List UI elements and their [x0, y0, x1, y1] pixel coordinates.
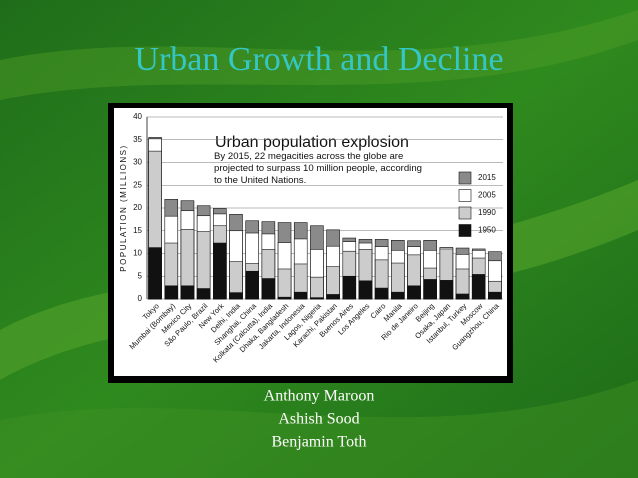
- bar: [374, 287, 389, 300]
- slide-title: Urban Growth and Decline: [134, 41, 503, 78]
- chart-subtitle-box: By 2015, 22 megacities across the globe …: [214, 151, 422, 186]
- y-tick-label: 0: [138, 294, 143, 303]
- bar: [326, 294, 340, 300]
- bar: [471, 274, 486, 300]
- y-axis-label: POPULATION (MILLIONS): [119, 144, 128, 271]
- y-tick-label: 15: [133, 226, 142, 235]
- bar: [439, 280, 454, 300]
- legend-label: 2005: [478, 191, 496, 200]
- bar: [148, 247, 162, 300]
- bar: [358, 280, 373, 300]
- bar: [407, 285, 421, 300]
- legend-swatch: [458, 206, 472, 220]
- bar: [342, 275, 357, 300]
- bar: [164, 285, 179, 300]
- bar: [423, 279, 437, 300]
- chart-title: Urban population explosion: [215, 134, 409, 151]
- bar: [245, 270, 259, 300]
- bar: [310, 297, 324, 300]
- author: Ashish Sood: [278, 411, 359, 428]
- chart-subtitle: By 2015, 22 megacities across the globe …: [214, 151, 422, 186]
- y-tick-label: 35: [133, 135, 142, 144]
- author: Benjamin Toth: [271, 434, 366, 451]
- legend-swatch: [458, 224, 472, 237]
- bar: [293, 291, 308, 300]
- bar: [455, 293, 470, 300]
- bar: [277, 268, 292, 300]
- bar: [391, 291, 405, 300]
- y-tick-label: 20: [133, 203, 142, 212]
- y-tick-label: 10: [133, 249, 142, 258]
- legend-swatch: [458, 171, 472, 185]
- bar: [277, 296, 292, 300]
- bar: [488, 291, 502, 300]
- bar: [261, 278, 276, 300]
- y-tick-label: 25: [133, 180, 142, 189]
- y-tick-label: 40: [133, 112, 142, 121]
- author: Anthony Maroon: [264, 388, 375, 405]
- swoosh: [0, 380, 638, 478]
- legend-swatch: [458, 189, 472, 202]
- bar: [213, 242, 227, 300]
- bar: [196, 288, 211, 300]
- y-tick-label: 5: [138, 271, 143, 280]
- swoosh: [0, 10, 638, 100]
- bar: [310, 276, 324, 300]
- y-tick-label: 30: [133, 158, 142, 167]
- legend-label: 1990: [478, 208, 496, 217]
- bar: [229, 292, 243, 300]
- legend-label: 1950: [478, 226, 496, 235]
- legend-label: 2015: [478, 173, 496, 182]
- bar: [180, 285, 195, 300]
